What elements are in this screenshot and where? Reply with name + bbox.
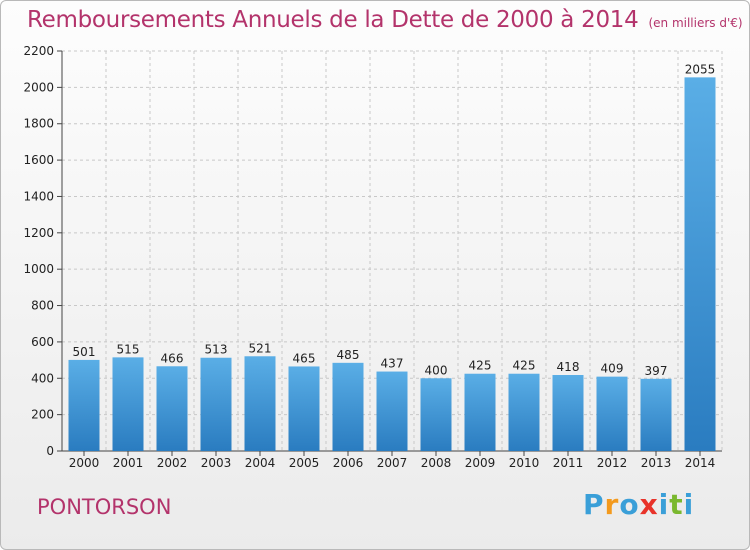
data-label-2006: 485 xyxy=(337,348,360,362)
logo-letter: r xyxy=(604,488,620,521)
logo-letter: t xyxy=(669,488,684,521)
logo-letter: i xyxy=(683,488,695,521)
y-tick-label: 1800 xyxy=(23,117,54,131)
data-label-2012: 409 xyxy=(601,362,624,376)
logo-letter: i xyxy=(658,488,670,521)
bar-2005 xyxy=(288,366,320,451)
bars xyxy=(68,77,716,451)
data-label-2010: 425 xyxy=(513,359,536,373)
data-label-2009: 425 xyxy=(469,359,492,373)
y-tick-label: 1200 xyxy=(23,226,54,240)
y-tick-label: 1600 xyxy=(23,153,54,167)
bar-2008 xyxy=(420,378,452,451)
x-tick-label-2012: 2012 xyxy=(597,456,628,470)
data-label-2007: 437 xyxy=(381,357,404,371)
bar-2000 xyxy=(68,359,100,451)
y-tick-label: 2200 xyxy=(23,44,54,58)
bar-2013 xyxy=(640,378,672,451)
x-tick-label-2006: 2006 xyxy=(333,456,364,470)
x-tick-label-2007: 2007 xyxy=(377,456,408,470)
y-tick-label: 400 xyxy=(31,371,54,385)
data-label-2013: 397 xyxy=(645,364,668,378)
city-name: PONTORSON xyxy=(37,495,172,519)
y-tick-label: 2000 xyxy=(23,80,54,94)
y-tick-label: 800 xyxy=(31,299,54,313)
unit-label: (en milliers d'€) xyxy=(648,16,743,30)
y-tick-label: 0 xyxy=(46,444,54,458)
chart-title: Remboursements Annuels de la Dette de 20… xyxy=(27,7,743,33)
proxiti-logo: Proxiti xyxy=(583,488,694,521)
x-tick-label-2004: 2004 xyxy=(245,456,276,470)
axes: 0 200 400 600 800 1000 1200 1400 1600 1800 2000 220… xyxy=(23,44,722,470)
x-tick-label-2013: 2013 xyxy=(641,456,672,470)
data-label-2001: 515 xyxy=(117,342,140,356)
data-label-2002: 466 xyxy=(161,351,184,365)
bar-2014 xyxy=(684,77,716,451)
bar-2009 xyxy=(464,373,496,451)
y-tick-label: 1400 xyxy=(23,189,54,203)
bar-2007 xyxy=(376,371,408,451)
labels: 501 515 466 513 521 465 485 437 400 425 425 418 409 3… xyxy=(73,62,716,377)
x-tick-label-2010: 2010 xyxy=(509,456,540,470)
y-tick-label: 200 xyxy=(31,408,54,422)
bar-2003 xyxy=(200,357,232,451)
bar-2002 xyxy=(156,366,188,451)
y-tick-label: 1000 xyxy=(23,262,54,276)
data-label-2003: 513 xyxy=(205,343,228,357)
x-tick-label-2005: 2005 xyxy=(289,456,320,470)
bar-2012 xyxy=(596,376,628,451)
x-tick-label-2002: 2002 xyxy=(157,456,188,470)
x-tick-label-2011: 2011 xyxy=(553,456,584,470)
x-tick-label-2000: 2000 xyxy=(69,456,100,470)
bar-2001 xyxy=(112,357,144,451)
data-label-2004: 521 xyxy=(249,341,272,355)
bar-2006 xyxy=(332,362,364,451)
data-label-2005: 465 xyxy=(293,351,316,365)
x-tick-label-2008: 2008 xyxy=(421,456,452,470)
data-label-2000: 501 xyxy=(73,345,96,359)
data-label-2014: 2055 xyxy=(685,62,716,76)
logo-letter: o xyxy=(619,488,640,521)
x-tick-label-2014: 2014 xyxy=(685,456,716,470)
logo-letter: x xyxy=(639,488,659,521)
x-tick-label-2009: 2009 xyxy=(465,456,496,470)
bar-2011 xyxy=(552,375,584,451)
x-tick-label-2001: 2001 xyxy=(113,456,144,470)
y-tick-label: 600 xyxy=(31,335,54,349)
logo-letter: P xyxy=(583,488,605,521)
x-tick-label-2003: 2003 xyxy=(201,456,232,470)
title-text: Remboursements Annuels de la Dette de 20… xyxy=(27,7,639,33)
data-label-2008: 400 xyxy=(425,363,448,377)
bar-2010 xyxy=(508,373,540,451)
data-label-2011: 418 xyxy=(557,360,580,374)
bar-2004 xyxy=(244,356,276,451)
